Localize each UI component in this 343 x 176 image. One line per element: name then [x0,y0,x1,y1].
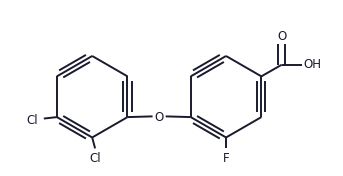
Text: F: F [223,152,229,165]
Text: Cl: Cl [26,114,38,127]
Text: O: O [277,30,286,43]
Text: Cl: Cl [89,152,101,165]
Text: OH: OH [304,58,321,71]
Text: O: O [154,111,164,124]
